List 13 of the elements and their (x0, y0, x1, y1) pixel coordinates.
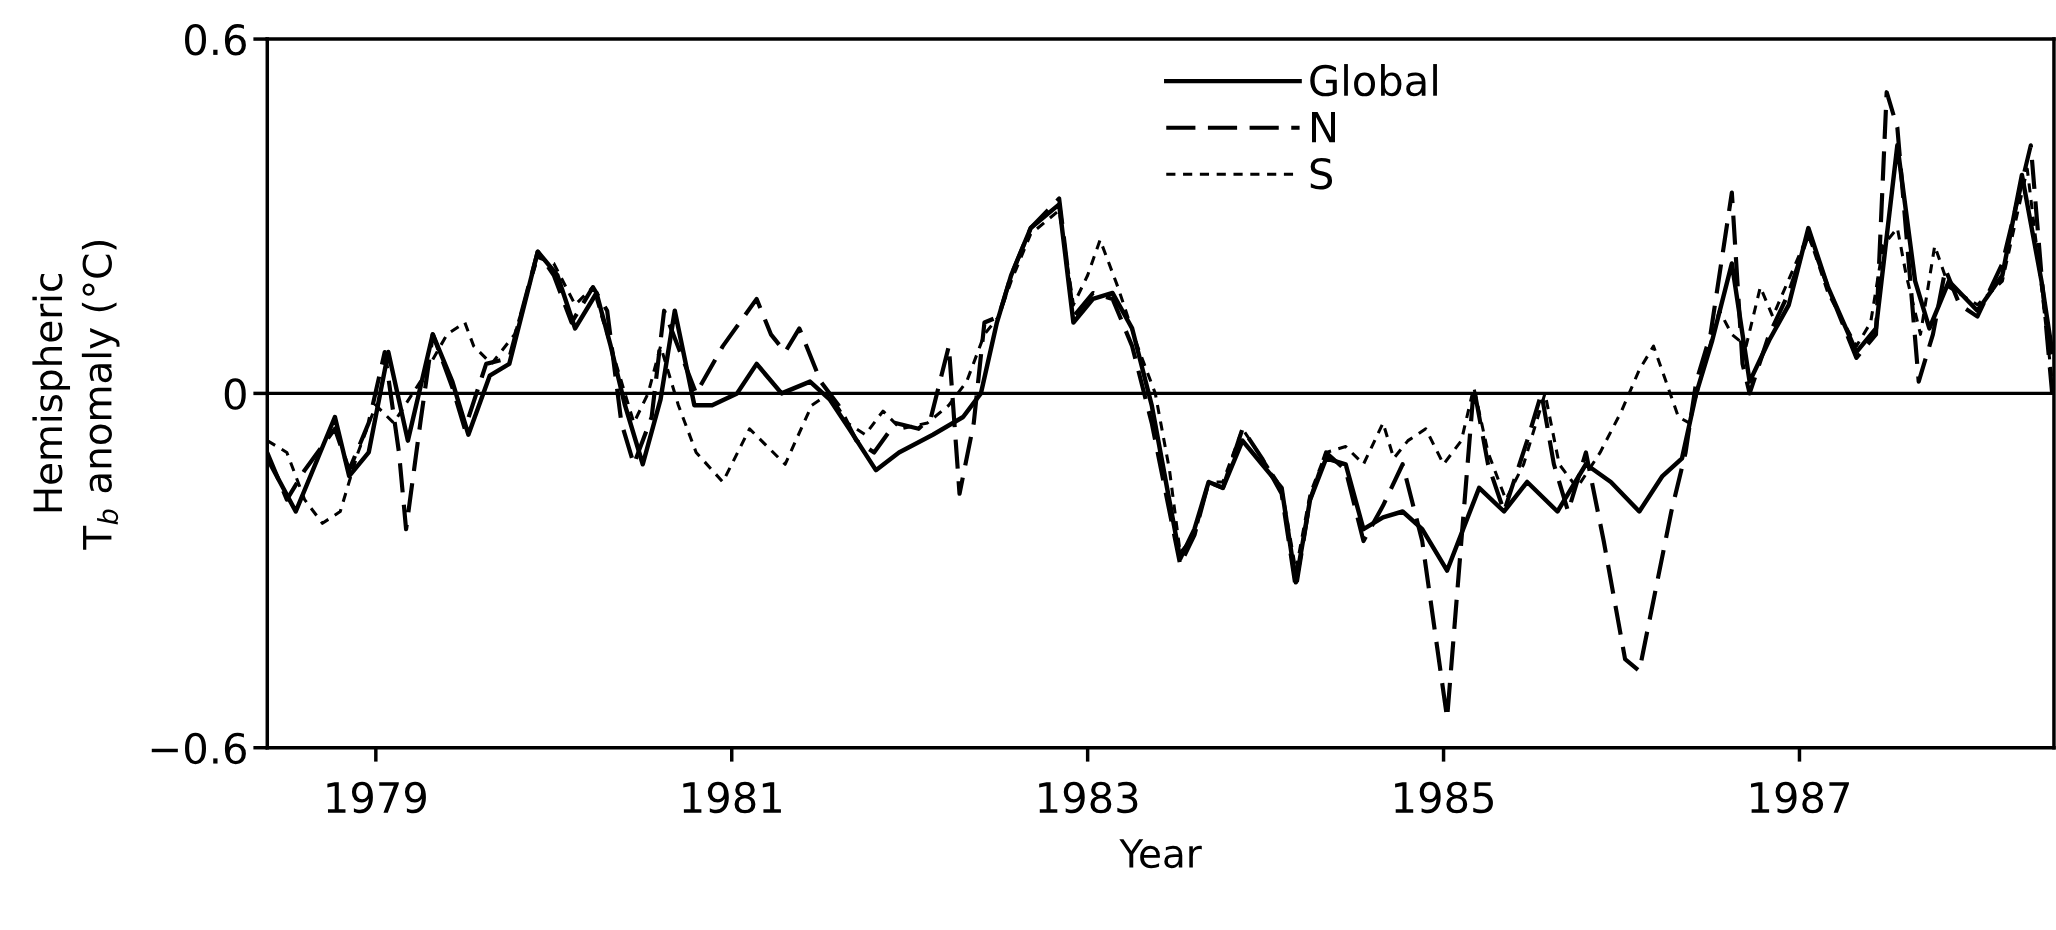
legend-label: S (1310, 157, 1333, 190)
y-tick-label: 0.6 (185, 23, 246, 56)
x-tick-label: 1981 (683, 781, 781, 814)
x-tick-label: 1987 (1751, 781, 1849, 814)
x-tick-label: 1985 (1395, 781, 1493, 814)
y-tick-label: 0 (224, 378, 246, 410)
legend-label: N (1312, 111, 1335, 143)
y-axis-title: Hemispheric T$_{b}$ anomaly (°C) (32, 240, 120, 550)
y-tick-label: −0.6 (151, 732, 246, 765)
x-axis-title: Year (1119, 839, 1202, 869)
legend-label: Global (1310, 64, 1437, 97)
x-tick-label: 1979 (327, 781, 426, 814)
x-tick-label: 1983 (1039, 781, 1138, 814)
